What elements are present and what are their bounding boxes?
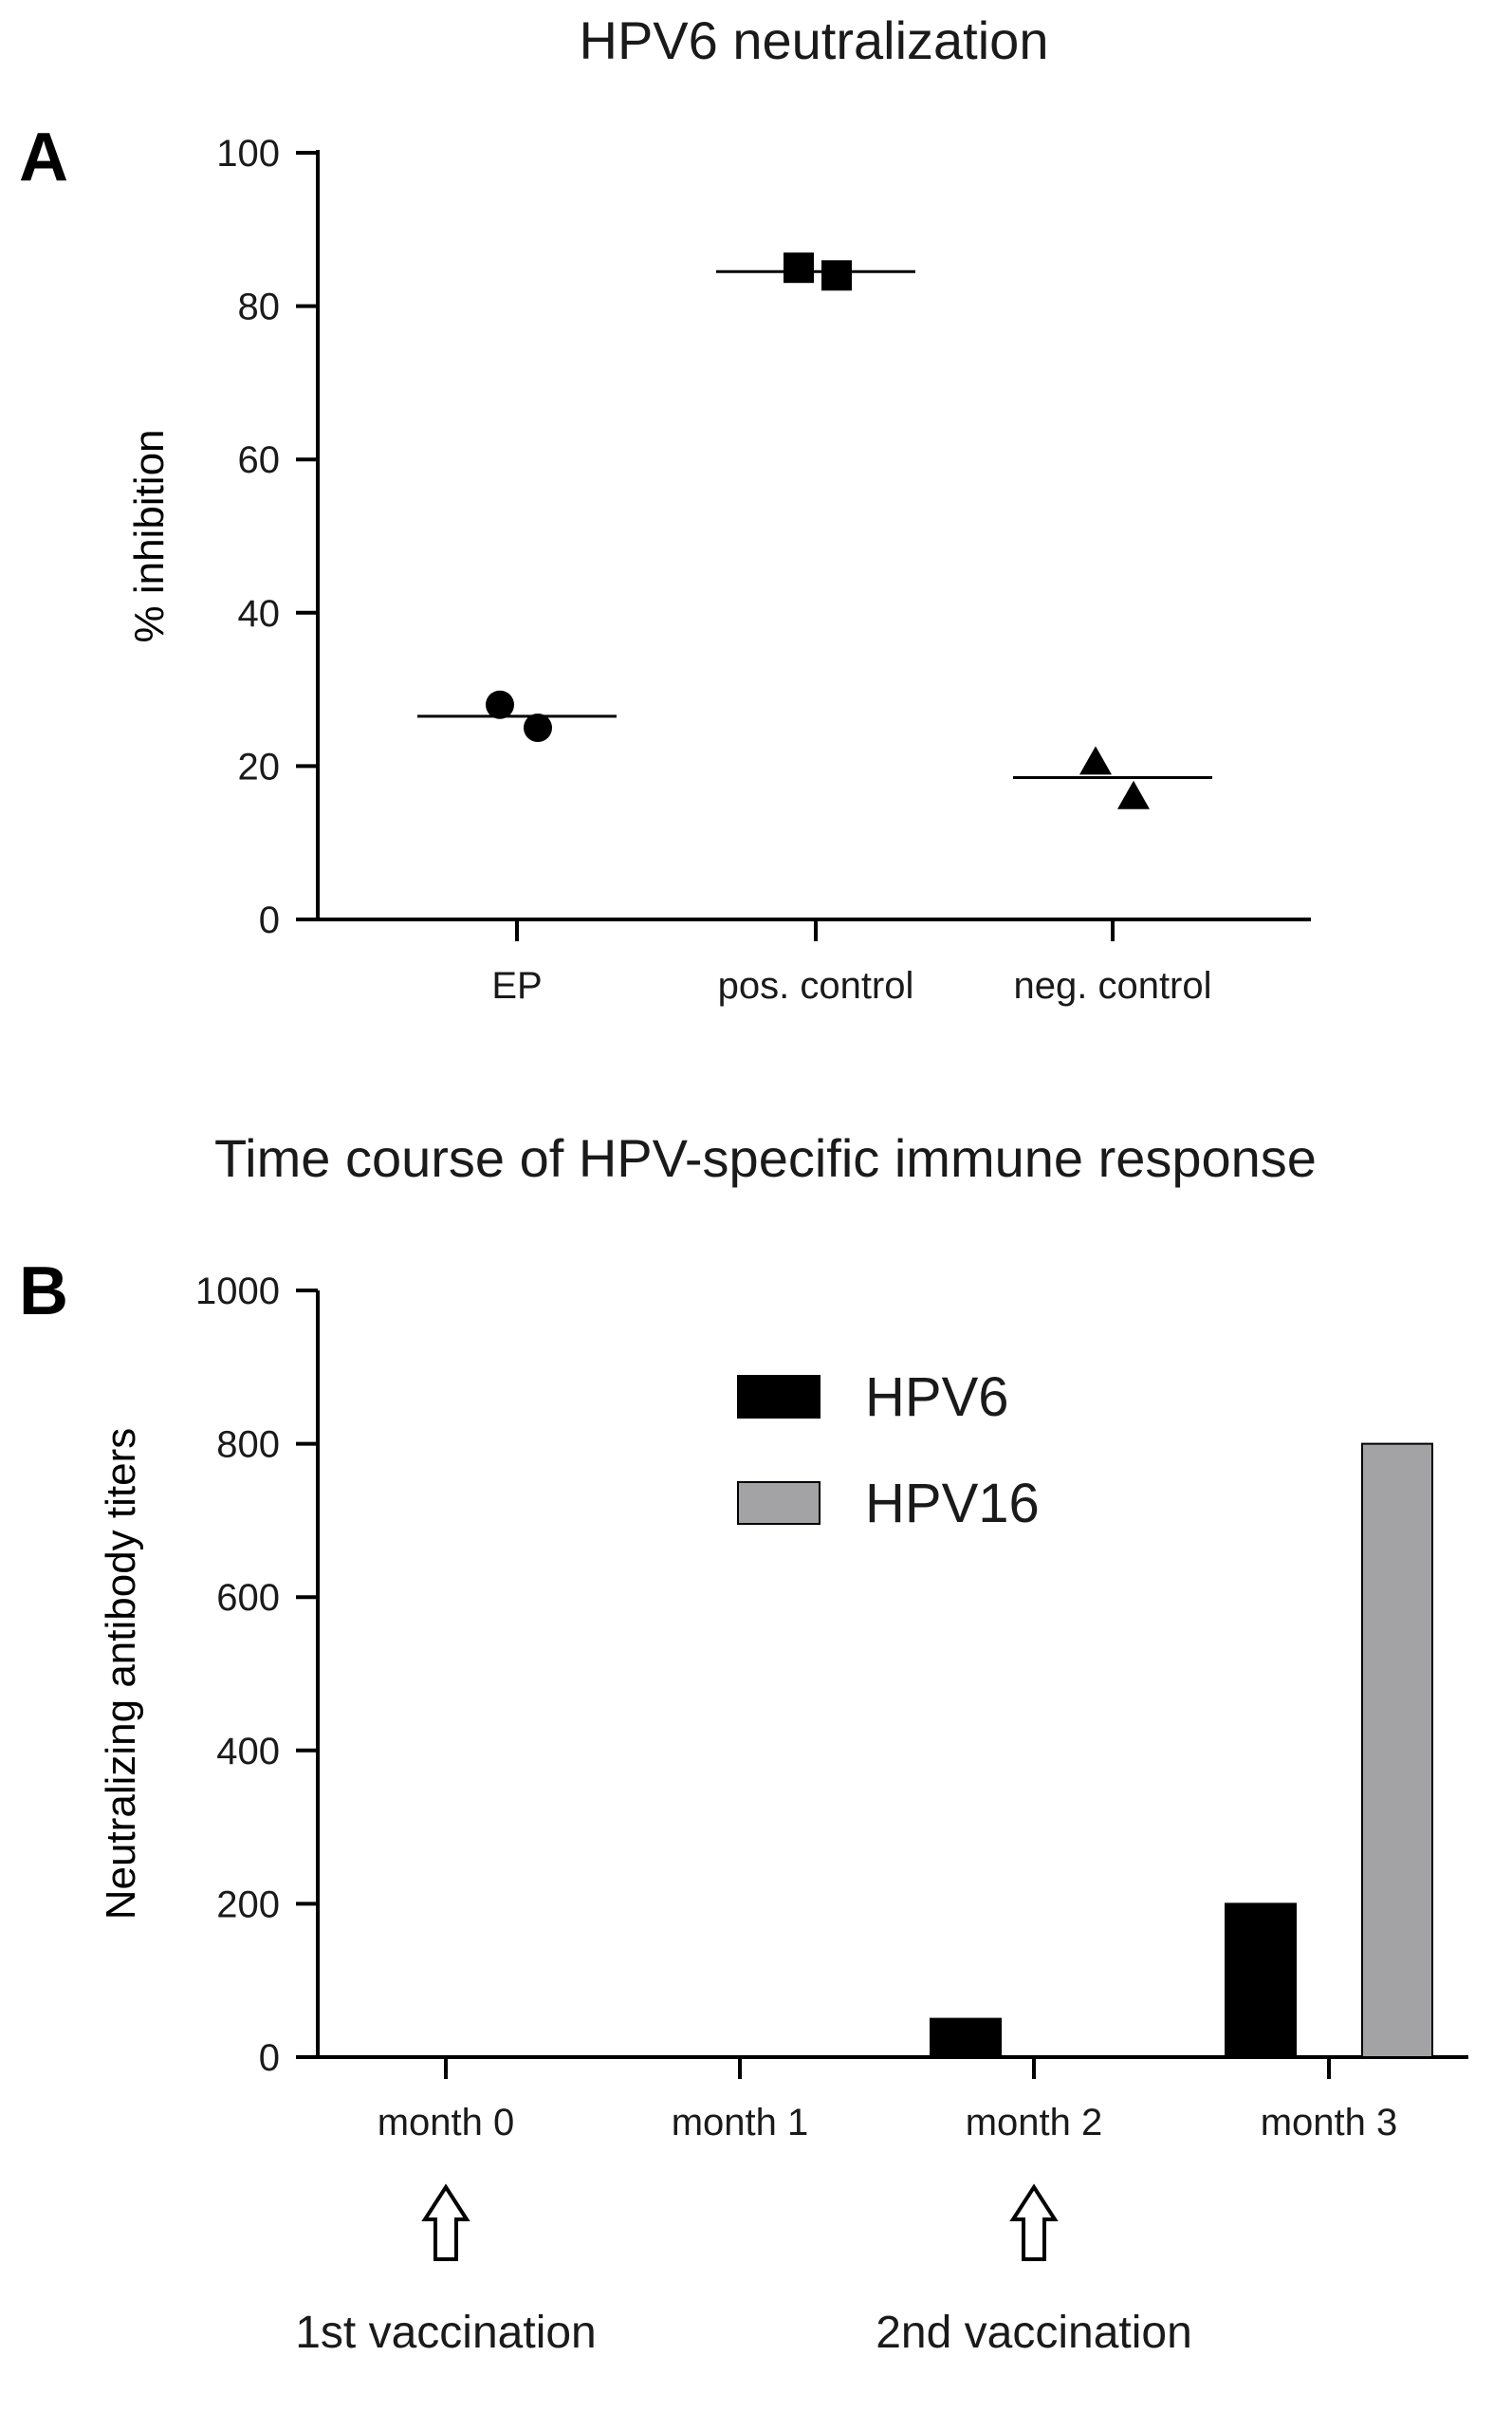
data-point-circle (486, 690, 514, 719)
y-tick-label: 200 (216, 1883, 280, 1925)
mean-lines (417, 269, 1212, 780)
data-point-square (821, 260, 852, 291)
vaccination-label: 1st vaccination (295, 2308, 597, 2358)
y-axis-label: Neutralizing antibody titers (98, 1428, 144, 1920)
y-ticks: 0 20 40 60 80 100 (216, 133, 318, 941)
data-points (486, 252, 1150, 809)
x-tick-label: month 1 (672, 2102, 809, 2143)
data-point-square (784, 252, 814, 284)
up-arrow-icon (1009, 2183, 1059, 2261)
panel-letter: A (19, 120, 68, 195)
legend-label-hpv6: HPV6 (865, 1366, 1009, 1428)
y-tick-label: 40 (238, 593, 281, 635)
bar-hpv6 (930, 2017, 1002, 2059)
x-tick-label: EP (491, 965, 542, 1007)
x-tick-label: month 0 (378, 2102, 515, 2143)
data-point-triangle (1079, 746, 1112, 775)
vaccination-label: 2nd vaccination (876, 2308, 1192, 2358)
panel-letter: B (19, 1253, 68, 1329)
y-tick-label: 0 (259, 900, 280, 941)
data-point-circle (524, 714, 552, 742)
legend: HPV6 HPV16 (737, 1366, 1040, 1534)
annotations: 1st vaccination 2nd vaccination (295, 2183, 1192, 2358)
panel-b: Time course of HPV-specific immune respo… (19, 1128, 1468, 2358)
y-tick-label: 80 (238, 287, 281, 328)
legend-item-hpv16: HPV16 (737, 1473, 1040, 1534)
y-tick-label: 60 (238, 439, 281, 481)
chart-title: HPV6 neutralization (580, 10, 1049, 70)
x-ticks: EP pos. control neg. control (491, 919, 1212, 1007)
bars (930, 1442, 1433, 2059)
x-tick-label: neg. control (1013, 965, 1211, 1007)
y-tick-label: 600 (216, 1577, 280, 1619)
y-axis-label: % inhibition (126, 429, 173, 642)
y-tick-label: 1000 (195, 1271, 280, 1312)
x-ticks: month 0 month 1 month 2 month 3 (378, 2057, 1398, 2143)
x-tick-label: month 3 (1261, 2102, 1398, 2143)
y-tick-label: 100 (216, 133, 280, 175)
chart-title: Time course of HPV-specific immune respo… (214, 1128, 1317, 1188)
x-tick-label: pos. control (718, 965, 914, 1007)
y-ticks: 0 200 400 600 800 1000 (195, 1271, 318, 2079)
y-tick-label: 800 (216, 1424, 280, 1466)
y-tick-label: 0 (259, 2037, 280, 2079)
bar-hpv6 (1225, 1902, 1297, 2059)
x-tick-label: month 2 (966, 2102, 1103, 2143)
legend-item-hpv6: HPV6 (737, 1366, 1009, 1428)
legend-label-hpv16: HPV16 (865, 1473, 1040, 1534)
bar-hpv16 (1361, 1442, 1433, 2058)
legend-swatch-hpv6 (737, 1375, 821, 1419)
up-arrow-icon (421, 2183, 470, 2261)
y-tick-label: 20 (238, 746, 281, 788)
y-tick-label: 400 (216, 1731, 280, 1772)
panel-a: HPV6 neutralization A % inhibition 0 20 40… (19, 10, 1311, 1007)
data-point-triangle (1117, 780, 1150, 809)
legend-swatch-hpv16 (737, 1481, 821, 1525)
